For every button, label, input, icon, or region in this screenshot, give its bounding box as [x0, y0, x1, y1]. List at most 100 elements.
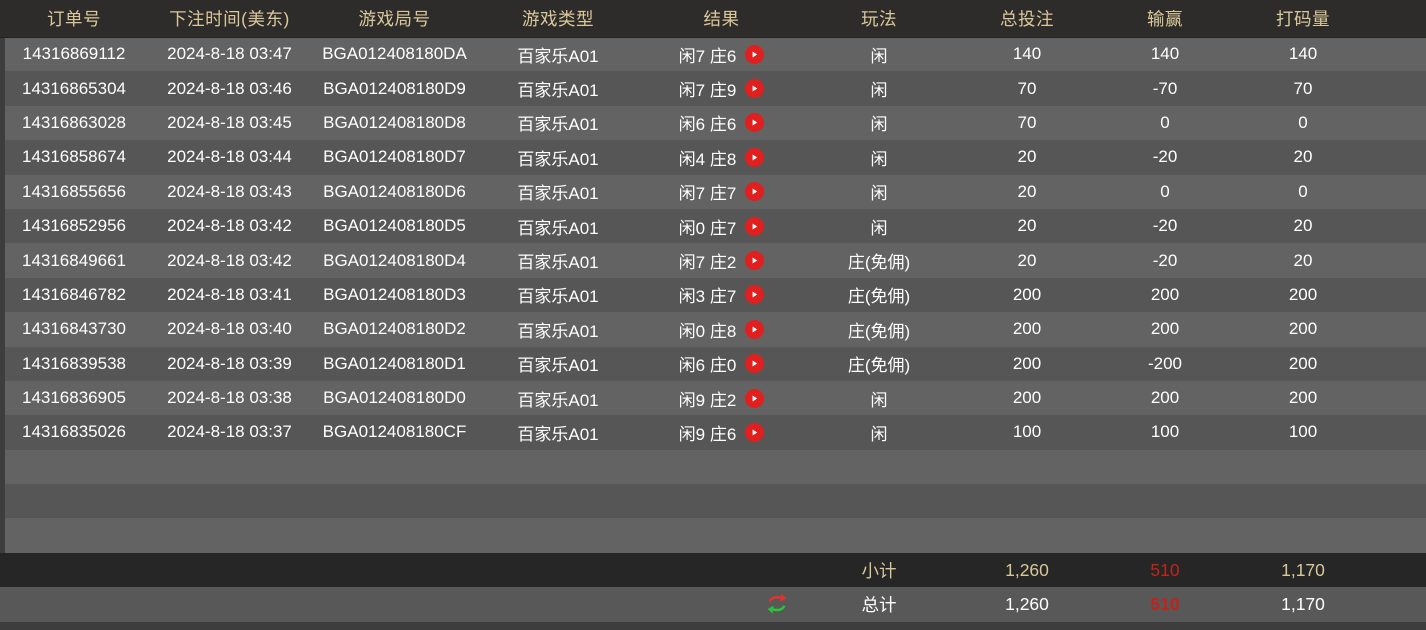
- cell-win-loss: -20: [1152, 250, 1178, 270]
- subtotal-status-spacer: [1377, 553, 1426, 587]
- cell-valid-bet: 200: [1288, 388, 1318, 408]
- cell-game-type: 百家乐A01: [517, 81, 599, 101]
- column-header-total-bet[interactable]: 总投注: [953, 0, 1101, 38]
- play-icon[interactable]: [745, 388, 765, 408]
- column-header-win-loss[interactable]: 输赢: [1101, 0, 1229, 38]
- table-row[interactable]: 14316858674 2024-8-18 03:44 BGA012408180D7…: [0, 140, 1426, 175]
- cell-play-mode: 闲: [870, 218, 888, 238]
- column-header-result[interactable]: 结果: [638, 0, 805, 38]
- result-text: 闲7 庄9: [678, 81, 737, 101]
- cell-round-no: BGA012408180D6: [323, 181, 466, 201]
- cell-win-loss: 200: [1150, 319, 1180, 339]
- cell-game-type: 百家乐A01: [517, 149, 599, 169]
- table-row[interactable]: 14316839538 2024-8-18 03:39 BGA012408180D1…: [0, 346, 1426, 381]
- empty-cell: [805, 484, 953, 518]
- empty-cell: [478, 450, 638, 484]
- play-icon[interactable]: [745, 113, 765, 133]
- table-row[interactable]: 14316869112 2024-8-18 03:47 BGA012408180DA…: [0, 37, 1426, 72]
- empty-cell: [311, 450, 478, 484]
- refresh-exchange-icon[interactable]: [765, 592, 789, 616]
- subtotal-valid-bet: 1,170: [1281, 559, 1325, 580]
- cell-status: 已派彩: [1377, 37, 1426, 71]
- cell-win-loss: -20: [1152, 147, 1178, 167]
- column-header-valid-bet[interactable]: 打码量: [1229, 0, 1377, 38]
- table-row[interactable]: 14316843730 2024-8-18 03:40 BGA012408180D2…: [0, 312, 1426, 347]
- refresh-button-cell[interactable]: [638, 587, 805, 621]
- play-icon[interactable]: [745, 285, 765, 305]
- cell-total-bet: 200: [1012, 353, 1042, 373]
- cell-status: 已派彩: [1377, 71, 1426, 105]
- cell-round-no: BGA012408180D3: [323, 284, 466, 304]
- play-icon[interactable]: [745, 44, 765, 64]
- cell-play-mode: 闲: [870, 390, 888, 410]
- cell-status: 已派彩: [1377, 140, 1426, 174]
- cell-result: 闲7 庄9: [638, 71, 805, 105]
- cell-game-type: 百家乐A01: [517, 321, 599, 341]
- cell-play-mode: 闲: [870, 46, 888, 66]
- column-header-game-type[interactable]: 游戏类型: [478, 0, 638, 38]
- result-text: 闲0 庄7: [678, 218, 737, 238]
- cell-game-type: 百家乐A01: [517, 356, 599, 376]
- cell-game-type: 百家乐A01: [517, 424, 599, 444]
- cell-round-no: BGA012408180D4: [323, 250, 466, 270]
- cell-bet-time: 2024-8-18 03:38: [167, 388, 292, 408]
- cell-total-bet: 70: [1017, 112, 1037, 132]
- cell-game-type: 百家乐A01: [517, 218, 599, 238]
- play-icon[interactable]: [745, 182, 765, 202]
- subtotal-win-loss: 510: [1150, 559, 1180, 580]
- table-row[interactable]: 14316863028 2024-8-18 03:45 BGA012408180D8…: [0, 105, 1426, 141]
- result-text: 闲9 庄2: [678, 390, 737, 410]
- table-row[interactable]: 14316846782 2024-8-18 03:41 BGA012408180D3…: [0, 277, 1426, 313]
- cell-bet-time: 2024-8-18 03:45: [167, 112, 292, 132]
- play-icon[interactable]: [745, 79, 765, 99]
- cell-result: 闲0 庄8: [638, 312, 805, 346]
- play-icon[interactable]: [745, 251, 765, 271]
- column-header-play-mode[interactable]: 玩法: [805, 0, 953, 38]
- empty-cell: [1229, 450, 1377, 484]
- table-row[interactable]: 14316852956 2024-8-18 03:42 BGA012408180D5…: [0, 208, 1426, 244]
- empty-cell: [0, 484, 148, 518]
- cell-round-no: BGA012408180DA: [322, 44, 467, 64]
- empty-cell: [953, 518, 1101, 552]
- cell-result: 闲3 庄7: [638, 278, 805, 312]
- cell-win-loss: 0: [1160, 112, 1170, 132]
- column-header-status[interactable]: 状态: [1377, 0, 1426, 38]
- cell-play-mode: 闲: [870, 184, 888, 204]
- table-row[interactable]: 14316835026 2024-8-18 03:37 BGA012408180CF…: [0, 415, 1426, 450]
- play-icon[interactable]: [745, 216, 765, 236]
- play-icon[interactable]: [745, 422, 765, 442]
- empty-cell: [311, 518, 478, 552]
- cell-game-type: 百家乐A01: [517, 390, 599, 410]
- empty-cell: [1229, 484, 1377, 518]
- cell-win-loss: 200: [1150, 388, 1180, 408]
- cell-result: 闲7 庄2: [638, 243, 805, 277]
- column-header-order-no[interactable]: 订单号: [0, 0, 148, 38]
- cell-total-bet: 200: [1012, 319, 1042, 339]
- empty-cell: [0, 518, 148, 552]
- table-row[interactable]: 14316865304 2024-8-18 03:46 BGA012408180D9…: [0, 71, 1426, 106]
- table-row[interactable]: 14316849661 2024-8-18 03:42 BGA012408180D4…: [0, 243, 1426, 278]
- column-header-round-no[interactable]: 游戏局号: [311, 0, 478, 38]
- cell-total-bet: 140: [1012, 44, 1042, 64]
- column-header-bet-time[interactable]: 下注时间(美东): [148, 0, 311, 38]
- cell-play-mode: 庄(免佣): [847, 253, 911, 273]
- cell-status: 已派彩: [1377, 278, 1426, 312]
- cell-play-mode: 闲: [870, 81, 888, 101]
- empty-cell: [805, 518, 953, 552]
- play-icon[interactable]: [745, 354, 765, 374]
- cell-play-mode: 庄(免佣): [847, 287, 911, 307]
- cell-order-no: 14316869112: [0, 37, 148, 71]
- cell-valid-bet: 0: [1298, 112, 1308, 132]
- cell-total-bet: 20: [1017, 216, 1037, 236]
- result-text: 闲6 庄6: [678, 115, 737, 135]
- table-row[interactable]: 14316836905 2024-8-18 03:38 BGA012408180D0…: [0, 380, 1426, 416]
- table-row[interactable]: 14316855656 2024-8-18 03:43 BGA012408180D6…: [0, 174, 1426, 209]
- cell-valid-bet: 20: [1293, 147, 1313, 167]
- grand-total-win-loss: 510: [1150, 593, 1180, 614]
- play-icon[interactable]: [745, 319, 765, 339]
- cell-total-bet: 20: [1017, 181, 1037, 201]
- cell-order-no: 14316855656: [0, 175, 148, 209]
- cell-round-no: BGA012408180D7: [323, 147, 466, 167]
- play-icon[interactable]: [745, 147, 765, 167]
